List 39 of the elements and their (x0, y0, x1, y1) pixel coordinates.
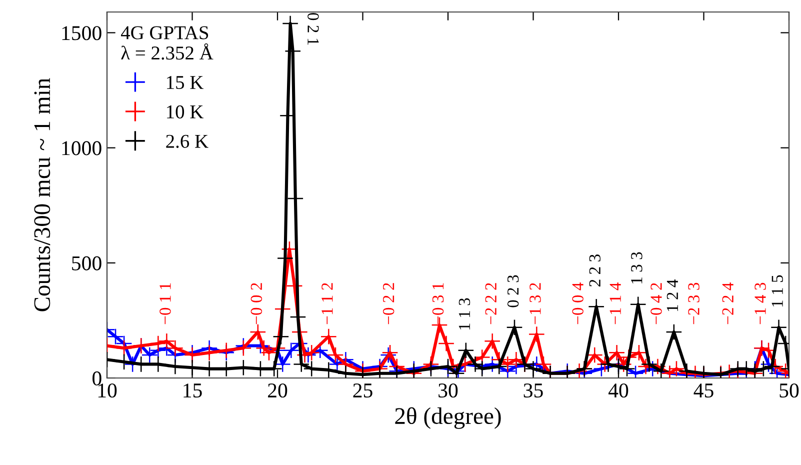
legend-label: 15 K (167, 76, 204, 90)
annotation: −0 2 2 (382, 283, 394, 324)
annotation: −1 1 4 (610, 282, 621, 324)
x-tick-label: 50 (780, 383, 799, 398)
annotation: 0 2 3 (507, 275, 519, 308)
y-tick-label: 1500 (62, 26, 102, 40)
legend-title: 4G GPTAS λ = 2.352 Å (120, 26, 214, 60)
y-tick-label: 500 (72, 256, 102, 270)
annotation: −2 2 2 (485, 283, 496, 324)
annotation: 1 1 3 (458, 298, 470, 330)
x-tick-label: 10 (98, 383, 117, 398)
annotation: 1 2 4 (666, 279, 678, 312)
x-axis-title: 2θ (degree) (395, 407, 501, 429)
x-tick-label: 35 (524, 384, 543, 398)
annotation: −0 0 2 (250, 283, 262, 324)
x-tick-label: 30 (438, 383, 458, 398)
annotation: −2 3 3 (688, 282, 700, 324)
y-tick-label: 1000 (62, 141, 102, 156)
legend-label: 10 K (167, 105, 204, 118)
annotation: −0 0 4 (572, 282, 584, 324)
annotation: −0 1 1 (160, 283, 171, 324)
y-tick-label: 0 (92, 371, 102, 386)
annotation: 1 3 3 (631, 252, 642, 284)
annotation: −1 1 2 (322, 283, 333, 324)
x-tick-label: 45 (694, 384, 714, 398)
annotation: −0 3 1 (432, 283, 444, 324)
x-tick-label: 25 (353, 384, 372, 398)
annotation: −2 2 4 (722, 282, 734, 324)
annotation: −0 4 2 (650, 283, 662, 324)
legend-label: 2.6 K (166, 134, 208, 148)
x-tick-label: 40 (608, 383, 628, 398)
y-axis-title: Counts/300 mcu ~ 1 min (34, 78, 50, 312)
x-tick-label: 20 (268, 383, 288, 398)
annotation: 0 2 1 (308, 13, 319, 45)
annotation: −1 3 2 (530, 283, 541, 324)
x-tick-label: 15 (184, 384, 202, 398)
annotation: 1 1 5 (772, 275, 783, 306)
annotation: 2 2 3 (589, 254, 601, 286)
annotation: −1 4 3 (754, 282, 766, 324)
